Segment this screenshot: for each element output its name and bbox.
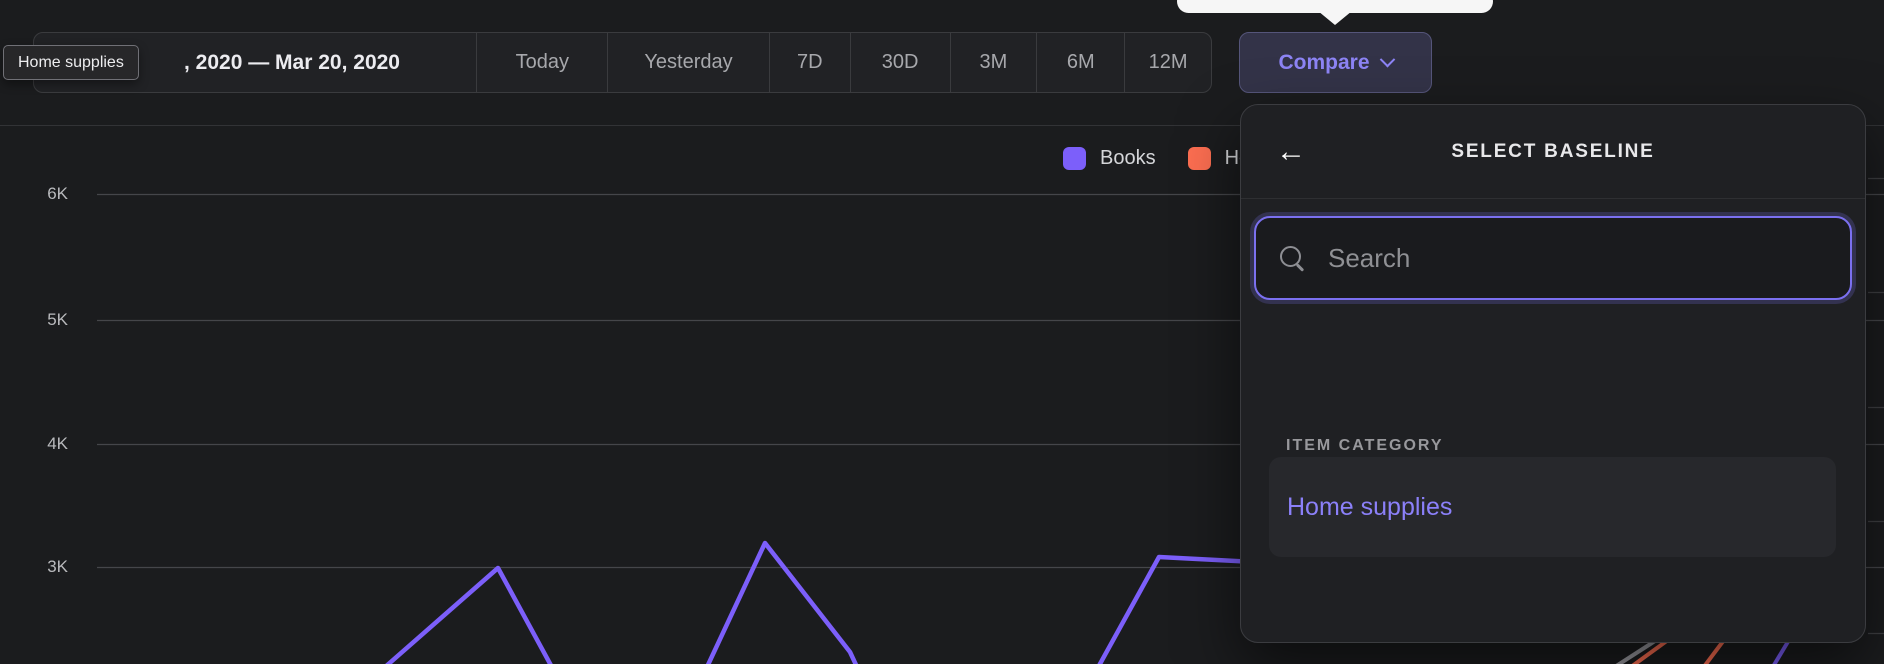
compare-button[interactable]: Compare: [1239, 32, 1432, 93]
panel-header: SELECT BASELINE ←: [1241, 105, 1865, 199]
series-home-line-fragment-1: [1631, 638, 1670, 664]
series-home-line-fragment-2: [1703, 638, 1726, 664]
clipped-popover: [1177, 0, 1493, 25]
chart-card-top-border: [0, 125, 1884, 126]
panel-title: SELECT BASELINE: [1451, 141, 1655, 162]
series-books-line: [385, 540, 1258, 664]
y-axis-label-5k: 5K: [47, 310, 68, 329]
preset-yesterday[interactable]: Yesterday: [607, 33, 769, 92]
hover-tooltip: Home supplies: [3, 45, 139, 80]
date-range-button[interactable]: , 2020 — Mar 20, 2020: [184, 50, 400, 74]
compare-button-label: Compare: [1278, 50, 1370, 74]
preset-3m[interactable]: 3M: [949, 33, 1037, 92]
preset-7d[interactable]: 7D: [768, 33, 850, 92]
chevron-down-icon: [1379, 51, 1395, 68]
preset-12m[interactable]: 12M: [1124, 33, 1211, 92]
series-average-line-fragment: [1615, 639, 1657, 664]
legend-label-books: Books: [1100, 147, 1156, 169]
legend-swatch-books: [1063, 147, 1086, 170]
right-axis-ticks: [1868, 177, 1884, 635]
y-axis-label-6k: 6K: [47, 184, 68, 203]
select-baseline-panel: SELECT BASELINE ← ITEM CATEGORY Books Ho…: [1240, 104, 1866, 643]
section-label-item-category: ITEM CATEGORY: [1286, 437, 1444, 454]
preset-6m[interactable]: 6M: [1036, 33, 1124, 92]
date-filter-toolbar: , 2020 — Mar 20, 2020 Today Yesterday 7D…: [33, 32, 1212, 93]
back-arrow-icon[interactable]: ←: [1276, 135, 1306, 168]
popover-caret: [1318, 11, 1352, 25]
search-field[interactable]: [1254, 216, 1852, 300]
preset-30d[interactable]: 30D: [849, 33, 950, 92]
legend-swatch-home-supplies: [1187, 147, 1211, 170]
search-input[interactable]: [1326, 241, 1826, 275]
search-icon: [1280, 246, 1304, 270]
y-axis-label-3k: 3K: [47, 557, 68, 576]
baseline-option-home-supplies[interactable]: Home supplies: [1269, 457, 1836, 557]
series-books-line-fragment: [1772, 638, 1791, 664]
y-axis-label-4k: 4K: [47, 434, 68, 453]
preset-today[interactable]: Today: [476, 33, 607, 92]
